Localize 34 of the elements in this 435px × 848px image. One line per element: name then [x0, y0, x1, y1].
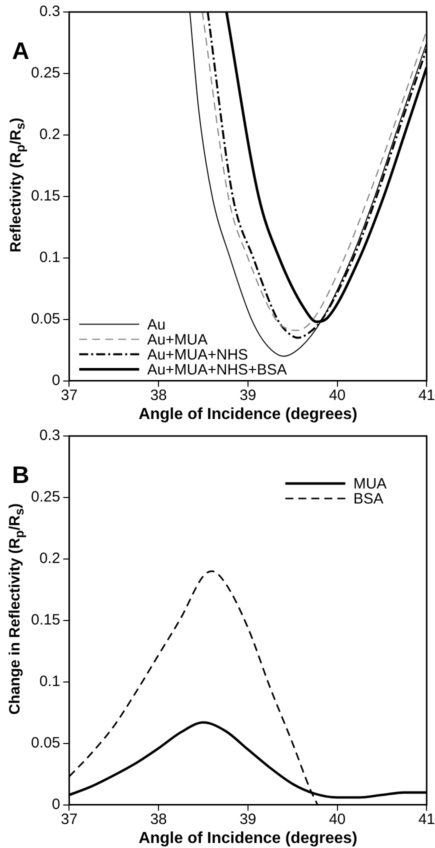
y-tick-label: 0.2 — [39, 126, 60, 144]
legend-label: BSA — [353, 490, 384, 508]
y-tick-label: 0.05 — [30, 734, 60, 752]
legend-label: Au+MUA — [147, 331, 208, 348]
y-tick-label: 0.25 — [30, 64, 60, 82]
x-tick-label: 39 — [240, 810, 256, 828]
x-tick-label: 41 — [418, 810, 435, 828]
y-tick-label: 0.3 — [39, 427, 60, 444]
y-tick-label: 0.05 — [30, 310, 60, 328]
legend-label: Au+MUA+NHS+BSA — [147, 361, 287, 378]
y-tick-label: 0 — [52, 796, 60, 813]
x-tick-label: 37 — [60, 386, 78, 404]
text: A — [12, 38, 30, 66]
y-tick-label: 0.1 — [39, 249, 60, 266]
text: B — [12, 462, 30, 490]
x-axis-title: Angle of Incidence (degrees) — [138, 830, 358, 847]
x-tick-label: 41 — [418, 386, 435, 404]
x-tick-label: 38 — [150, 810, 167, 828]
x-tick-label: 40 — [328, 810, 346, 828]
y-tick-label: 0.3 — [39, 3, 60, 20]
x-axis-title: Angle of Incidence (degrees) — [138, 406, 358, 423]
y-tick-label: 0.1 — [39, 673, 60, 690]
x-tick-label: 37 — [60, 810, 78, 828]
y-tick-label: 0.15 — [30, 612, 60, 629]
legend-label: Au+MUA+NHS — [147, 346, 248, 364]
y-tick-label: 0.25 — [30, 488, 60, 506]
x-tick-label: 40 — [328, 386, 346, 404]
y-tick-label: 0.15 — [30, 188, 60, 205]
legend-label: Au — [147, 316, 166, 334]
x-tick-label: 38 — [150, 386, 167, 404]
x-tick-label: 39 — [240, 386, 256, 404]
legend-label: MUA — [353, 476, 387, 493]
y-tick-label: 0 — [52, 372, 60, 389]
y-tick-label: 0.2 — [39, 550, 60, 568]
